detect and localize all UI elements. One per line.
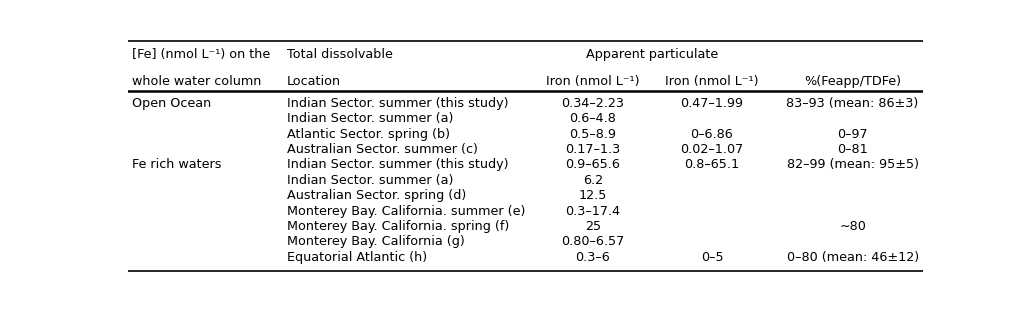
Text: 12.5: 12.5 xyxy=(579,189,607,202)
Text: 0.47–1.99: 0.47–1.99 xyxy=(681,97,743,110)
Text: 0.5–8.9: 0.5–8.9 xyxy=(569,128,616,141)
Text: Iron (nmol L⁻¹): Iron (nmol L⁻¹) xyxy=(665,75,758,88)
Text: Location: Location xyxy=(287,75,341,88)
Text: 25: 25 xyxy=(585,220,601,233)
Text: 0.80–6.57: 0.80–6.57 xyxy=(562,235,624,248)
Text: 0.02–1.07: 0.02–1.07 xyxy=(681,143,743,156)
Text: ∼80: ∼80 xyxy=(839,220,866,233)
Text: 82–99 (mean: 95±5): 82–99 (mean: 95±5) xyxy=(786,159,918,171)
Text: 0–80 (mean: 46±12): 0–80 (mean: 46±12) xyxy=(786,251,918,264)
Text: 0.8–65.1: 0.8–65.1 xyxy=(685,159,740,171)
Text: 0.17–1.3: 0.17–1.3 xyxy=(565,143,620,156)
Text: 0–97: 0–97 xyxy=(837,128,868,141)
Text: Monterey Bay. California. spring (f): Monterey Bay. California. spring (f) xyxy=(287,220,509,233)
Text: Indian Sector. summer (a): Indian Sector. summer (a) xyxy=(287,112,453,125)
Text: Indian Sector. summer (this study): Indian Sector. summer (this study) xyxy=(287,159,508,171)
Text: 6.2: 6.2 xyxy=(583,174,603,187)
Text: Australian Sector. spring (d): Australian Sector. spring (d) xyxy=(287,189,466,202)
Text: %(Feapp/TDFe): %(Feapp/TDFe) xyxy=(804,75,901,88)
Text: 0.34–2.23: 0.34–2.23 xyxy=(562,97,624,110)
Text: 0–5: 0–5 xyxy=(701,251,724,264)
Text: Indian Sector. summer (this study): Indian Sector. summer (this study) xyxy=(287,97,508,110)
Text: whole water column: whole water column xyxy=(132,75,261,88)
Text: 0.9–65.6: 0.9–65.6 xyxy=(566,159,620,171)
Text: Fe rich waters: Fe rich waters xyxy=(132,159,221,171)
Text: Atlantic Sector. spring (b): Atlantic Sector. spring (b) xyxy=(287,128,450,141)
Text: 0.3–17.4: 0.3–17.4 xyxy=(565,205,620,218)
Text: 0–6.86: 0–6.86 xyxy=(691,128,733,141)
Text: Monterey Bay. California (g): Monterey Bay. California (g) xyxy=(287,235,464,248)
Text: Australian Sector. summer (c): Australian Sector. summer (c) xyxy=(287,143,478,156)
Text: Equatorial Atlantic (h): Equatorial Atlantic (h) xyxy=(287,251,427,264)
Text: 0.6–4.8: 0.6–4.8 xyxy=(570,112,616,125)
Text: 83–93 (mean: 86±3): 83–93 (mean: 86±3) xyxy=(786,97,918,110)
Text: Monterey Bay. California. summer (e): Monterey Bay. California. summer (e) xyxy=(287,205,526,218)
Text: Indian Sector. summer (a): Indian Sector. summer (a) xyxy=(287,174,453,187)
Text: 0–81: 0–81 xyxy=(837,143,868,156)
Text: Total dissolvable: Total dissolvable xyxy=(287,48,393,61)
Text: Open Ocean: Open Ocean xyxy=(132,97,211,110)
Text: Iron (nmol L⁻¹): Iron (nmol L⁻¹) xyxy=(546,75,640,88)
Text: Apparent particulate: Apparent particulate xyxy=(586,48,719,61)
Text: [Fe] (nmol L⁻¹) on the: [Fe] (nmol L⁻¹) on the xyxy=(132,48,271,61)
Text: 0.3–6: 0.3–6 xyxy=(575,251,610,264)
